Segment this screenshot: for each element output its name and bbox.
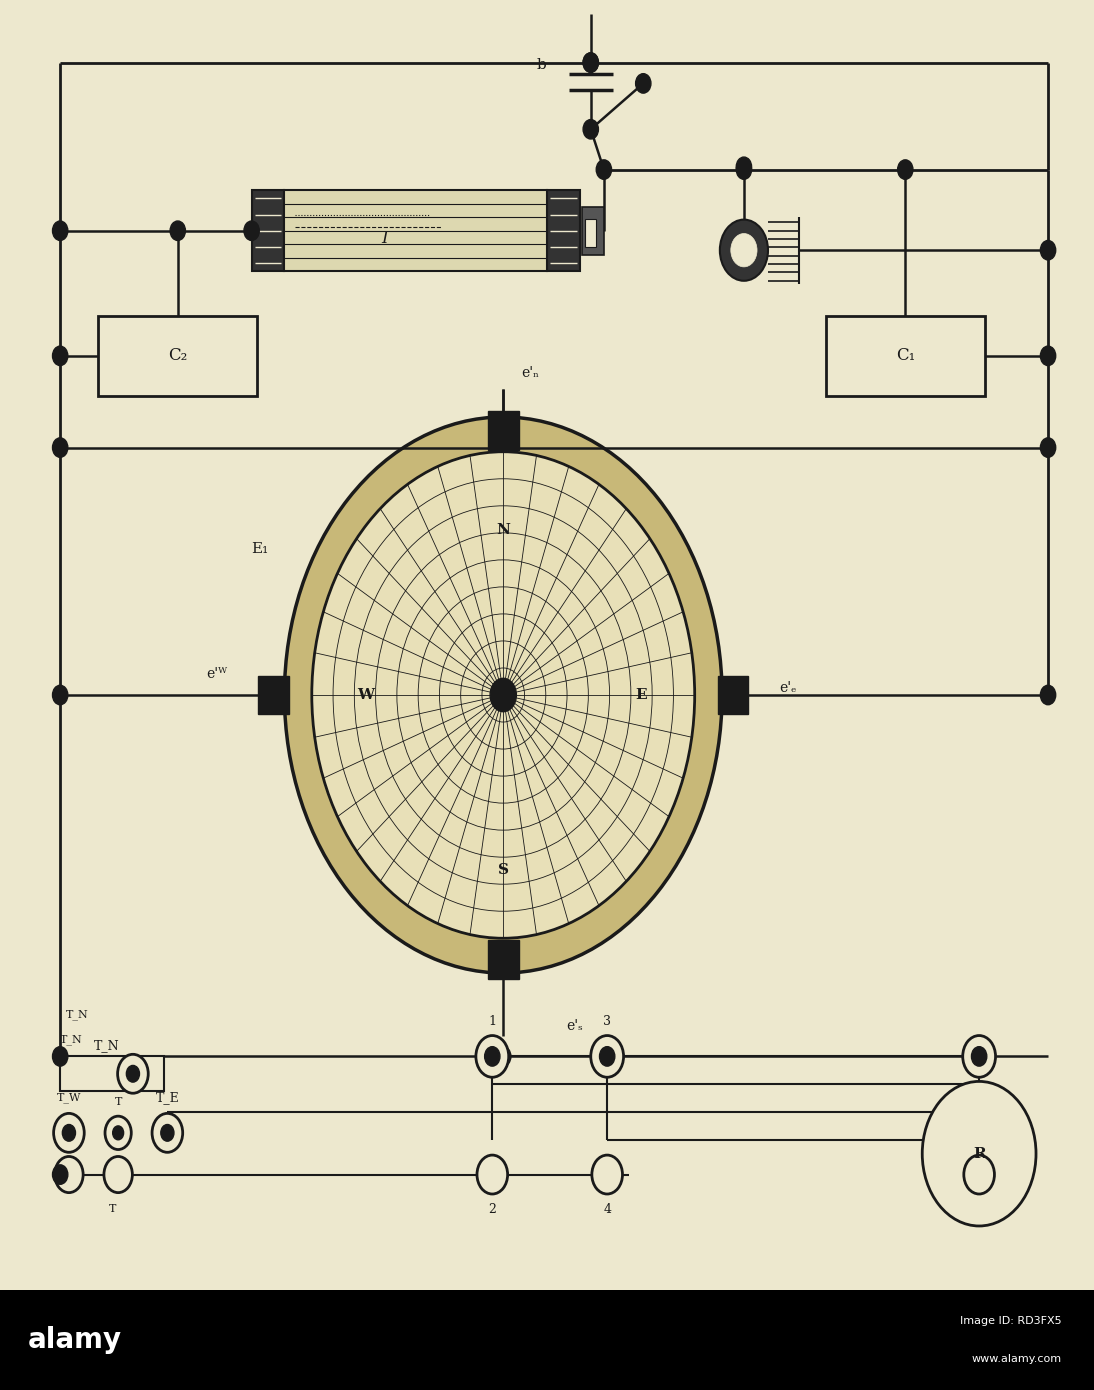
Text: T: T <box>109 1204 116 1215</box>
Circle shape <box>53 438 68 457</box>
Text: e'ₙ: e'ₙ <box>522 366 539 379</box>
Text: e'ₛ: e'ₛ <box>566 1019 583 1033</box>
Bar <box>488 940 519 979</box>
Circle shape <box>897 160 912 179</box>
Bar <box>826 316 985 396</box>
Bar <box>252 190 284 271</box>
Bar <box>582 207 604 254</box>
Circle shape <box>1040 240 1056 260</box>
Text: alamy: alamy <box>27 1326 121 1354</box>
Text: 3: 3 <box>603 1015 612 1029</box>
Circle shape <box>53 346 68 366</box>
Text: T: T <box>115 1097 121 1108</box>
Bar <box>98 316 257 396</box>
Circle shape <box>583 53 598 72</box>
Text: b: b <box>537 58 546 72</box>
Text: 2: 2 <box>488 1202 497 1216</box>
Circle shape <box>62 1125 75 1141</box>
Text: E: E <box>636 688 647 702</box>
Circle shape <box>583 53 598 72</box>
Text: e'ₑ: e'ₑ <box>779 681 796 695</box>
Circle shape <box>731 234 757 267</box>
Circle shape <box>583 120 598 139</box>
Text: W: W <box>357 688 374 702</box>
Circle shape <box>971 1047 987 1066</box>
Text: C₂: C₂ <box>168 348 187 364</box>
Circle shape <box>117 1055 148 1093</box>
Text: N: N <box>497 523 510 537</box>
Circle shape <box>54 1113 84 1152</box>
Circle shape <box>476 1036 509 1077</box>
Circle shape <box>600 1047 615 1066</box>
Bar <box>718 676 748 714</box>
Circle shape <box>592 1155 622 1194</box>
Text: T_N: T_N <box>66 1009 89 1020</box>
Bar <box>258 676 289 714</box>
Bar <box>547 190 580 271</box>
Text: T_E: T_E <box>155 1091 179 1105</box>
Text: 1: 1 <box>488 1015 497 1029</box>
Circle shape <box>113 1126 124 1140</box>
Circle shape <box>105 1116 131 1150</box>
Circle shape <box>963 1036 996 1077</box>
Circle shape <box>591 1036 624 1077</box>
Circle shape <box>53 685 68 705</box>
Circle shape <box>490 678 516 712</box>
Circle shape <box>53 221 68 240</box>
Circle shape <box>312 452 695 938</box>
Text: E₁: E₁ <box>251 542 268 556</box>
Bar <box>0 1290 1094 1390</box>
Circle shape <box>170 221 185 240</box>
Circle shape <box>485 1047 500 1066</box>
Circle shape <box>736 157 752 177</box>
Circle shape <box>152 1113 183 1152</box>
Bar <box>585 218 596 247</box>
Circle shape <box>922 1081 1036 1226</box>
Text: Image ID: RD3FX5: Image ID: RD3FX5 <box>959 1315 1061 1326</box>
Circle shape <box>126 1066 139 1081</box>
Circle shape <box>477 1155 508 1194</box>
Text: 4: 4 <box>603 1202 612 1216</box>
Circle shape <box>1040 685 1056 705</box>
Circle shape <box>1040 438 1056 457</box>
Circle shape <box>161 1125 174 1141</box>
Text: I: I <box>381 231 387 247</box>
Text: e'ᵂ: e'ᵂ <box>206 667 228 681</box>
Circle shape <box>964 1155 994 1194</box>
Circle shape <box>104 1156 132 1193</box>
Text: www.alamy.com: www.alamy.com <box>971 1354 1061 1365</box>
Text: C₁: C₁ <box>896 348 915 364</box>
Text: R: R <box>973 1147 986 1161</box>
Circle shape <box>1040 346 1056 366</box>
Circle shape <box>596 160 612 179</box>
Circle shape <box>244 221 259 240</box>
Bar <box>284 190 547 271</box>
Text: T_W: T_W <box>57 1093 81 1104</box>
Circle shape <box>55 1156 83 1193</box>
Circle shape <box>636 74 651 93</box>
Text: T_N: T_N <box>60 1034 82 1045</box>
Bar <box>60 1056 164 1091</box>
Circle shape <box>53 1047 68 1066</box>
Bar <box>488 411 519 450</box>
Text: S: S <box>498 863 509 877</box>
Text: T_N: T_N <box>94 1040 119 1052</box>
Circle shape <box>736 160 752 179</box>
Circle shape <box>496 1047 511 1066</box>
Circle shape <box>284 417 722 973</box>
Circle shape <box>720 220 768 281</box>
Circle shape <box>53 1165 68 1184</box>
